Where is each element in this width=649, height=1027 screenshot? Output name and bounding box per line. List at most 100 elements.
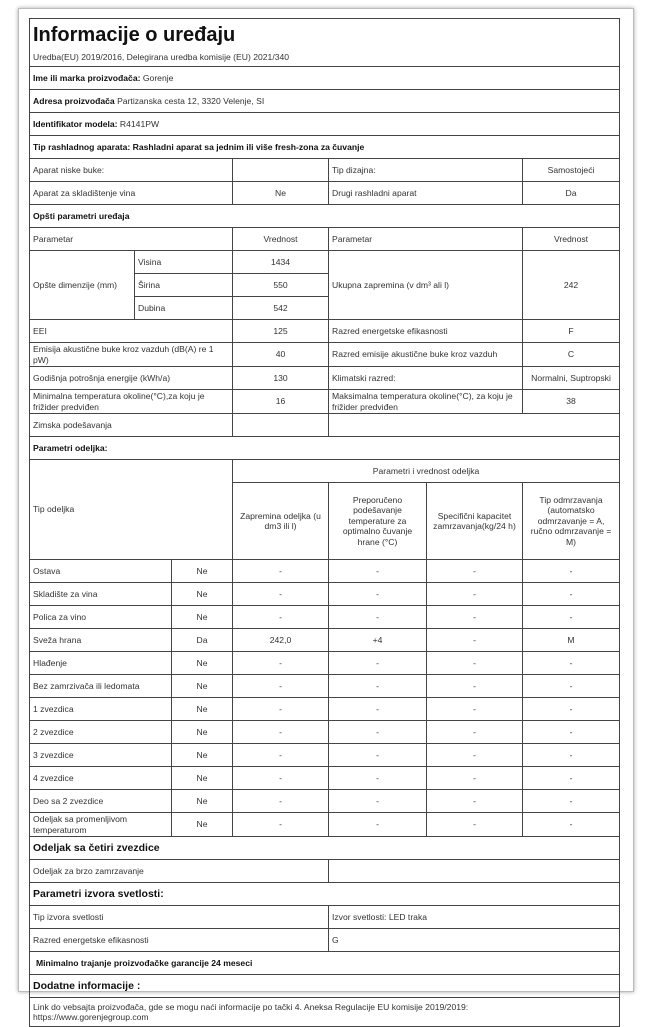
compartment-value: -: [328, 651, 427, 675]
compartment-row: Ostava Ne - - - -: [29, 559, 621, 583]
compartment-name: 1 zvezdica: [29, 697, 172, 721]
address-value: Partizanska cesta 12, 3320 Velenje, SI: [117, 95, 265, 106]
compartment-value: -: [328, 743, 427, 767]
param-value-right: C: [521, 342, 621, 367]
compartment-value: +4: [328, 628, 427, 652]
address-row: Adresa proizvođača Partizanska cesta 12,…: [28, 89, 621, 113]
compartment-value: -: [232, 697, 329, 721]
compartment-value: -: [328, 582, 427, 606]
compartment-row: 4 zvezdice Ne - - - -: [29, 766, 621, 790]
website-link[interactable]: https://www.gorenjegroup.com: [33, 1012, 149, 1022]
compartment-name: Deo sa 2 zvezdice: [29, 789, 172, 813]
address-label: Adresa proizvođača: [33, 95, 115, 106]
compartment-present: Ne: [171, 766, 233, 790]
regulation-subtitle: Uredba(EU) 2019/2016, Delegirana uredba …: [28, 48, 621, 67]
compartment-value: -: [521, 651, 621, 675]
compartment-value: -: [232, 582, 329, 606]
product-info-table: Informacije o uređaju Uredba(EU) 2019/20…: [28, 18, 621, 1027]
compartment-name: Bez zamrzivača ili ledomata: [29, 674, 172, 698]
light-class-value: G: [327, 928, 621, 952]
compartment-value: -: [426, 605, 523, 629]
compartment-value: -: [328, 720, 427, 744]
compartment-value: -: [232, 559, 329, 583]
compartment-value: -: [232, 743, 329, 767]
compartment-value: -: [232, 789, 329, 813]
compartment-value: -: [426, 674, 523, 698]
compartment-row: Hlađenje Ne - - - -: [29, 651, 621, 675]
compartment-value: -: [426, 743, 523, 767]
design-label: Tip dizajna:: [328, 158, 523, 182]
empty-cell: [327, 413, 621, 437]
compartment-value: -: [328, 812, 427, 837]
compartment-row: Deo sa 2 zvezdice Ne - - - -: [29, 789, 621, 813]
compartment-type-header: Tip odeljka: [29, 459, 233, 560]
manufacturer-row: Ime ili marka proizvođača: Gorenje: [28, 66, 621, 90]
header-freezing-capacity: Specifični kapacitet zamrzavanja(kg/24 h…: [426, 482, 523, 560]
compartment-value: -: [521, 766, 621, 790]
dimensions-label: Opšte dimenzije (mm): [29, 250, 135, 320]
compartment-row: 3 zvezdice Ne - - - -: [29, 743, 621, 767]
param-value: 130: [232, 366, 329, 390]
dimension-value: 1434: [232, 250, 329, 274]
general-section-title: Opšti parametri uređaja: [28, 204, 621, 228]
compartment-row: Odeljak sa promenljivom temperaturom Ne -…: [29, 812, 621, 837]
compartment-value: -: [426, 559, 523, 583]
wine-label: Aparat za skladištenje vina: [29, 181, 233, 205]
compartment-value: -: [232, 812, 329, 837]
compartment-value: -: [521, 559, 621, 583]
compartment-value: -: [232, 651, 329, 675]
col-value-right: Vrednost: [521, 227, 621, 251]
dimension-label: Dubina: [134, 296, 233, 320]
param-label: EEI: [29, 319, 233, 343]
header-defrost-type: Tip odmrzavanja (automatsko odmrzavanje …: [521, 482, 621, 560]
param-label-right: Maksimalna temperatura okoline(°C), za k…: [328, 389, 523, 414]
volume-value: 242: [521, 250, 621, 320]
compartment-value: -: [521, 743, 621, 767]
warranty: Minimalno trajanje proizvođačke garancij…: [28, 951, 621, 975]
additional-info: Link do vebsajta proizvođača, gde se mog…: [28, 997, 621, 1027]
param-label-right: Klimatski razred:: [328, 366, 523, 390]
compartment-present: Ne: [171, 720, 233, 744]
compartment-value: -: [232, 720, 329, 744]
light-class-label: Razred energetske efikasnosti: [29, 928, 329, 952]
compartment-value: -: [426, 628, 523, 652]
volume-label: Ukupna zapremina (v dm³ ali l): [328, 250, 523, 320]
param-label: Emisija akustične buke kroz vazduh (dB(A…: [29, 342, 233, 367]
light-section-title: Parametri izvora svetlosti:: [28, 882, 621, 906]
compartment-value: -: [232, 605, 329, 629]
param-label: Minimalna temperatura okoline(°C),za koj…: [29, 389, 233, 414]
compartment-name: Ostava: [29, 559, 172, 583]
compartment-name: Polica za vino: [29, 605, 172, 629]
general-row: Emisija akustične buke kroz vazduh (dB(A…: [29, 342, 621, 367]
compartment-value: -: [521, 674, 621, 698]
col-param: Parametar: [29, 227, 233, 251]
model-label: Identifikator modela:: [33, 118, 118, 129]
col-param-right: Parametar: [328, 227, 523, 251]
compartment-value: -: [328, 559, 427, 583]
compartment-name: 3 zvezdice: [29, 743, 172, 767]
header-volume: Zapremina odeljka (u dm3 ili l): [232, 482, 329, 560]
page-title: Informacije o uređaju: [28, 18, 621, 48]
compartment-row: Sveža hrana Da 242,0 +4- M: [29, 628, 621, 652]
dimension-value: 542: [232, 296, 329, 320]
compartment-present: Ne: [171, 651, 233, 675]
design-value: Samostojeći: [521, 158, 621, 182]
compartment-value: -: [232, 766, 329, 790]
document-page: Informacije o uređaju Uredba(EU) 2019/20…: [18, 8, 634, 1027]
winter-label: Zimska podešavanja: [29, 413, 233, 437]
header-temperature: Preporučeno podešavanje temperature za o…: [328, 482, 427, 560]
compartment-value: 242,0: [232, 628, 329, 652]
compartment-value: -: [328, 789, 427, 813]
param-value: 16: [232, 389, 329, 414]
compartment-present: Ne: [171, 789, 233, 813]
compartment-value: -: [328, 674, 427, 698]
compartment-value: -: [328, 697, 427, 721]
compartment-value: -: [426, 651, 523, 675]
param-value-right: F: [521, 319, 621, 343]
manufacturer-value: Gorenje: [142, 72, 174, 83]
compartment-present: Ne: [171, 812, 233, 837]
low-noise-value: [232, 158, 329, 182]
low-noise-label: Aparat niske buke:: [29, 158, 233, 182]
compartment-name: Odeljak sa promenljivom temperaturom: [29, 812, 172, 837]
param-label: Godišnja potrošnja energije (kWh/a): [29, 366, 233, 390]
